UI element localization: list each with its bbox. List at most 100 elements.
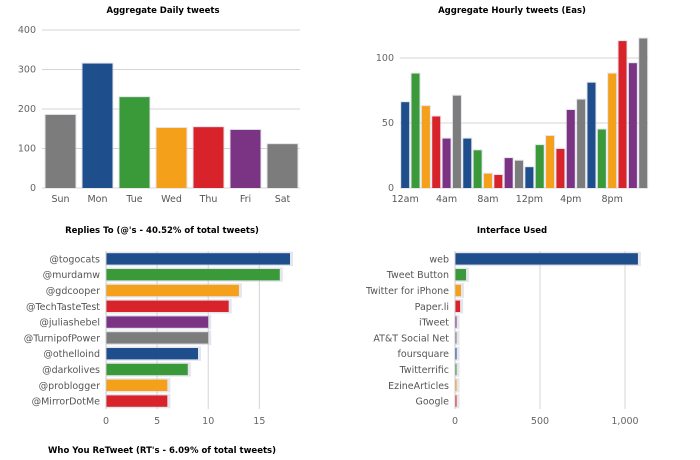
bar-6am: [463, 138, 472, 188]
replies-chart-title: Replies To (@'s - 40.52% of total tweets…: [65, 226, 259, 236]
hourly-chart-title: Aggregate Hourly tweets (Eas): [438, 6, 586, 16]
bar: [455, 379, 457, 391]
bar-wed: [156, 127, 187, 188]
category-label: Paper.li: [415, 302, 449, 313]
category-label: web: [429, 254, 449, 265]
category-label: AT&T Social Net: [373, 333, 449, 344]
bar: [106, 395, 168, 407]
bar-8pm: [608, 73, 617, 188]
bar-9pm: [618, 41, 627, 188]
interface-chart-title: Interface Used: [477, 226, 547, 236]
bar-9am: [494, 175, 503, 188]
bar-1pm: [535, 145, 544, 188]
bar-shadow: [455, 330, 460, 346]
x-tick-label: 15: [253, 416, 265, 427]
x-tick-label: 12am: [392, 194, 419, 205]
category-label: EzineArticles: [388, 381, 449, 392]
bar-tue: [119, 97, 150, 188]
bar: [106, 284, 239, 297]
x-tick-label: Fri: [240, 194, 251, 205]
category-label: @othelloind: [43, 349, 100, 360]
bar-mon: [82, 63, 113, 189]
bar-thu: [193, 127, 224, 188]
bar: [106, 316, 209, 328]
bar-7am: [473, 150, 482, 188]
bar: [106, 269, 280, 281]
bar-7pm: [597, 129, 606, 188]
bar-2pm: [546, 136, 555, 188]
bar: [106, 253, 290, 265]
x-tick-label: 4pm: [560, 194, 581, 205]
y-tick-label: 100: [18, 144, 36, 155]
bar: [106, 348, 198, 360]
y-tick-label: 100: [376, 53, 394, 64]
bar: [455, 316, 457, 328]
category-label: foursquare: [398, 349, 450, 360]
category-label: Tweet Button: [386, 270, 449, 281]
bar-2am: [421, 106, 430, 188]
x-tick-label: Mon: [87, 194, 107, 205]
category-label: @TechTasteTest: [26, 302, 100, 313]
category-label: Twitter for iPhone: [365, 286, 449, 297]
bar-5am: [452, 95, 461, 188]
bar: [455, 284, 461, 297]
category-label: @problogger: [39, 381, 100, 392]
x-tick-label: Thu: [199, 194, 218, 205]
bar-fri: [230, 129, 261, 188]
x-tick-label: 8am: [477, 194, 498, 205]
retweet-chart-title: Who You ReTweet (RT's - 6.09% of total t…: [48, 446, 276, 456]
bar-5pm: [577, 99, 586, 188]
y-tick-label: 0: [30, 183, 36, 194]
category-label: @darkolives: [42, 365, 100, 376]
category-label: @MirrorDotMe: [32, 397, 101, 408]
x-tick-label: Wed: [161, 194, 182, 205]
bar-12pm: [525, 167, 534, 188]
x-tick-label: Tue: [125, 194, 142, 205]
x-tick-label: Sun: [51, 194, 69, 205]
x-tick-label: Sat: [275, 194, 291, 205]
bar: [455, 300, 461, 312]
y-tick-label: 0: [388, 183, 394, 194]
bar-shadow: [455, 393, 460, 409]
bar-12am: [401, 102, 410, 188]
bar-shadow: [455, 346, 460, 361]
bar-10am: [504, 158, 513, 188]
bar-shadow: [455, 378, 460, 393]
bar: [455, 363, 457, 376]
x-tick-label: 12pm: [516, 194, 543, 205]
x-tick-label: 500: [531, 416, 549, 427]
bar: [106, 332, 209, 344]
bar: [106, 379, 168, 391]
bar: [455, 395, 457, 407]
bar-11pm: [639, 38, 648, 188]
category-label: iTweet: [419, 318, 449, 329]
bar-sat: [267, 144, 298, 188]
x-tick-label: 0: [103, 416, 109, 427]
category-label: @murdamw: [43, 270, 101, 281]
bar-4am: [442, 138, 451, 188]
bar: [455, 269, 467, 281]
bar: [455, 348, 457, 360]
y-tick-label: 400: [18, 25, 36, 36]
x-tick-label: 1,000: [611, 416, 638, 427]
bar: [106, 300, 229, 312]
bar: [106, 363, 188, 376]
bar-1am: [411, 73, 420, 188]
y-tick-label: 300: [18, 65, 36, 76]
category-label: Google: [415, 397, 449, 408]
category-label: @TurnipofPower: [24, 333, 100, 344]
bar-10pm: [628, 63, 637, 189]
category-label: @juliashebel: [39, 318, 100, 329]
bar-3pm: [556, 149, 565, 188]
bar-sun: [45, 114, 76, 188]
y-tick-label: 200: [18, 104, 36, 115]
bar-11am: [515, 160, 524, 188]
x-tick-label: 5: [154, 416, 160, 427]
bar-shadow: [455, 362, 460, 377]
bar-3am: [432, 116, 441, 188]
daily-chart-title: Aggregate Daily tweets: [107, 6, 220, 16]
category-label: @togocats: [49, 254, 100, 265]
bar-4pm: [566, 110, 575, 188]
bar-shadow: [455, 314, 460, 330]
